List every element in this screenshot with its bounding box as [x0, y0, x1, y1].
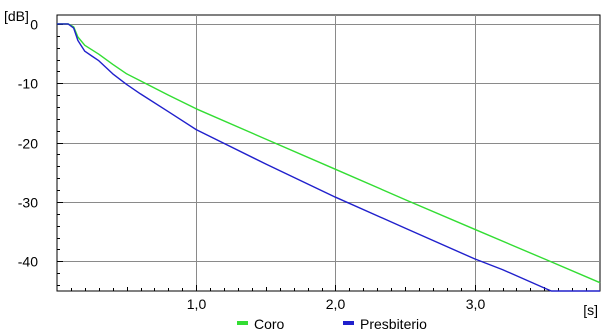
plot-area	[56, 14, 601, 292]
series-line-presbiterio	[57, 23, 600, 292]
legend-swatch-coro	[237, 321, 248, 325]
axis-ticks	[57, 24, 587, 291]
y-tick-label: -20	[18, 136, 38, 152]
y-axis-unit: [dB]	[4, 8, 29, 24]
y-tick-label: -10	[18, 76, 38, 92]
grid	[57, 15, 600, 291]
legend-label-presbiterio: Presbiterio	[360, 316, 427, 332]
y-tick-label: -30	[18, 195, 38, 211]
x-tick-label: 1,0	[187, 296, 207, 312]
tick-labels: 1,0 2,0 3,0 0 -10 -20 -30 -40	[18, 17, 486, 313]
series-line-coro	[57, 23, 601, 284]
series-layer	[57, 23, 601, 292]
legend-swatch-presbiterio	[343, 321, 354, 325]
legend: Coro Presbiterio	[237, 316, 427, 332]
x-tick-label: 2,0	[326, 296, 346, 312]
x-axis-unit: [s]	[583, 302, 598, 318]
y-tick-label: 0	[30, 17, 38, 33]
legend-label-coro: Coro	[254, 316, 285, 332]
x-tick-label: 3,0	[466, 296, 486, 312]
plot-frame	[56, 14, 601, 292]
y-tick-label: -40	[18, 254, 38, 270]
